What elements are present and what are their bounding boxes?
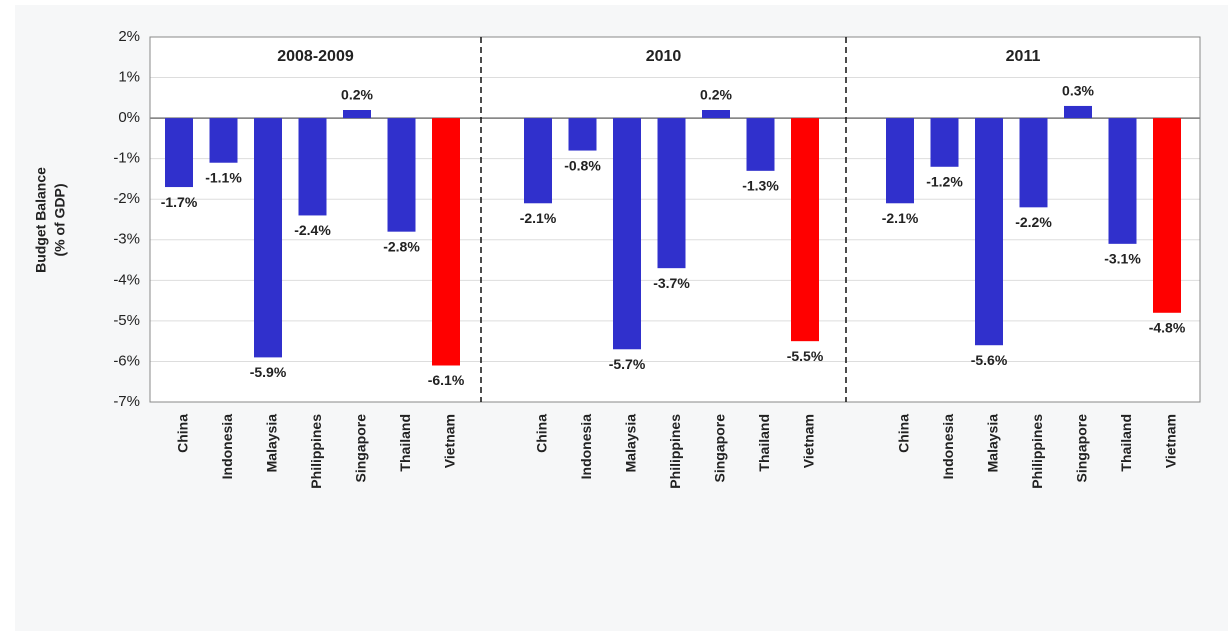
data-label: -1.3% [742, 178, 779, 194]
x-tick-label: Malaysia [623, 414, 639, 473]
bar [930, 118, 959, 167]
data-label: -3.7% [653, 275, 690, 291]
bar [1153, 118, 1181, 313]
x-tick-label: Malaysia [985, 414, 1001, 473]
y-tick-label: -6% [113, 352, 140, 369]
x-tick-label: Indonesia [219, 414, 235, 480]
bar [886, 118, 914, 204]
y-tick-label: -1% [113, 150, 140, 167]
y-tick-label: 0% [118, 109, 140, 126]
bar [657, 118, 686, 269]
bar [702, 110, 730, 119]
y-tick-label: 2% [118, 28, 140, 45]
bar [1019, 118, 1048, 208]
y-axis-title: Budget Balance [33, 167, 49, 273]
bar [613, 118, 641, 350]
data-label: -3.1% [1104, 251, 1141, 267]
x-tick-label: Philippines [667, 414, 683, 489]
x-tick-label: Indonesia [578, 414, 594, 480]
y-tick-label: -7% [113, 393, 140, 410]
bar [975, 118, 1003, 346]
x-tick-label: Vietnam [442, 414, 458, 468]
x-tick-label: Philippines [1029, 414, 1045, 489]
x-tick-label: Thailand [397, 414, 413, 472]
y-tick-label: -2% [113, 190, 140, 207]
data-label: -1.2% [926, 173, 963, 189]
plot-frame [149, 36, 1201, 403]
bar [746, 118, 775, 171]
bar [1064, 105, 1092, 119]
x-tick-label: Singapore [712, 414, 728, 483]
x-tick-label: Indonesia [940, 414, 956, 480]
x-tick-label: Vietnam [1163, 414, 1179, 468]
panel-title: 2011 [1006, 48, 1041, 65]
x-tick-label: Vietnam [801, 414, 817, 468]
data-label: 0.3% [1062, 83, 1094, 99]
bar [165, 118, 193, 188]
panel-title: 2008-2009 [277, 48, 354, 65]
data-label: -2.8% [383, 238, 420, 254]
x-tick-label: China [534, 414, 550, 453]
data-label: -1.1% [205, 169, 242, 185]
x-tick-label: Thailand [1118, 414, 1134, 472]
x-tick-label: China [896, 414, 912, 453]
data-label: -5.6% [971, 352, 1008, 368]
data-label: -5.7% [609, 356, 646, 372]
x-tick-label: Thailand [756, 414, 772, 472]
panel-title: 2010 [646, 48, 682, 65]
x-tick-label: China [175, 414, 191, 453]
bar [343, 110, 371, 119]
bar [298, 118, 327, 216]
data-label: -6.1% [428, 372, 465, 388]
data-label: -2.4% [294, 222, 331, 238]
y-tick-label: -4% [113, 271, 140, 288]
y-tick-label: -5% [113, 312, 140, 329]
y-tick-label: -3% [113, 231, 140, 248]
bar [1108, 118, 1137, 244]
data-label: -1.7% [161, 194, 198, 210]
bar [254, 118, 282, 358]
bar [387, 118, 416, 232]
bar [568, 118, 597, 151]
x-tick-label: Philippines [308, 414, 324, 489]
x-tick-label: Malaysia [264, 414, 280, 473]
x-tick-label: Singapore [353, 414, 369, 483]
data-label: -4.8% [1149, 319, 1186, 335]
bar [209, 118, 238, 163]
bar [524, 118, 552, 204]
data-label: -5.5% [787, 348, 824, 364]
data-label: -5.9% [250, 364, 287, 380]
bar [791, 118, 819, 342]
data-label: -2.2% [1015, 214, 1052, 230]
data-label: 0.2% [341, 87, 373, 103]
bar [432, 118, 460, 366]
x-tick-label: Singapore [1074, 414, 1090, 483]
data-label: -2.1% [520, 210, 557, 226]
y-tick-label: 1% [118, 69, 140, 86]
data-label: -0.8% [564, 157, 601, 173]
data-label: -2.1% [882, 210, 919, 226]
y-axis-title: (% of GDP) [52, 183, 68, 256]
data-label: 0.2% [700, 87, 732, 103]
